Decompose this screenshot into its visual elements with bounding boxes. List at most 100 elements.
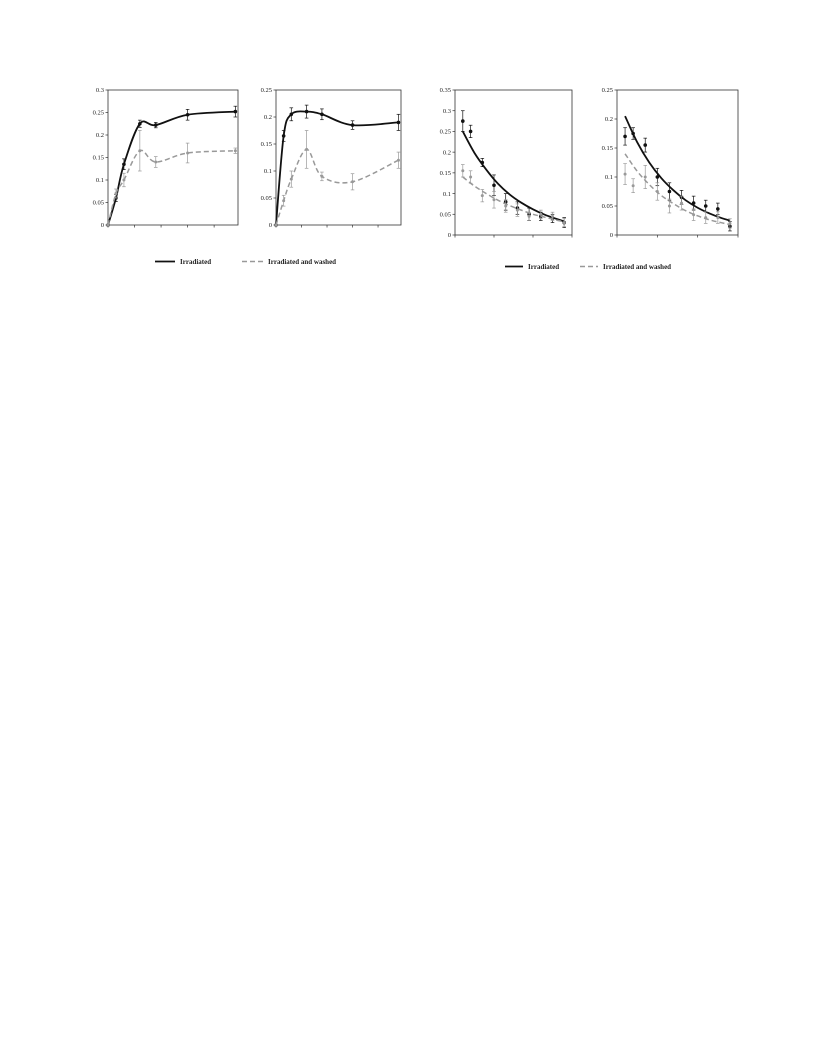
chart-4: 0 0.05 0.1 0.15 0.2 0.25 (602, 87, 739, 239)
legend-label-irradiated-and-washed: Irradiated and washed (268, 258, 336, 266)
y-tick-label: 0 (101, 222, 104, 229)
data-point (320, 174, 324, 178)
data-point (138, 149, 142, 153)
y-tick-label: 0.25 (602, 87, 613, 94)
data-point (492, 183, 496, 188)
y-tick-label: 0.15 (93, 155, 104, 162)
y-tick-label: 0 (269, 222, 272, 229)
y-tick-label: 0.3 (96, 87, 104, 94)
data-point (350, 123, 355, 127)
data-point (396, 158, 400, 162)
figure: 0 0.05 0.1 0.15 0.2 0.25 0.3 0 0.05 0.1 0.15 0.2 0.2… (0, 0, 816, 300)
data-point (480, 194, 484, 198)
y-tick-label: 0.25 (440, 129, 451, 136)
data-point (469, 175, 473, 179)
data-point (153, 123, 158, 127)
series-irradiated (106, 105, 238, 227)
data-point (492, 198, 496, 202)
y-tick-label: 0.35 (440, 87, 451, 94)
plot-frame (616, 89, 739, 236)
chart-3: 0 0.05 0.1 0.15 0.2 0.25 0.3 0.35 (440, 87, 573, 239)
data-point (515, 208, 519, 212)
y-tick-label: 0.2 (96, 132, 104, 139)
series-line (624, 153, 731, 226)
data-point (122, 162, 126, 167)
data-point (114, 192, 118, 195)
y-tick-label: 0.25 (261, 87, 272, 94)
data-point (282, 199, 286, 203)
data-point (154, 160, 158, 164)
y-tick-label: 0.15 (440, 170, 451, 177)
series-irradiated (461, 110, 566, 228)
y-tick-label: 0 (610, 232, 613, 239)
data-point (281, 134, 286, 138)
y-tick-label: 0.1 (264, 168, 272, 175)
y-tick-label: 0.2 (443, 149, 451, 156)
data-point (468, 129, 473, 134)
data-point (716, 207, 720, 211)
data-point (623, 134, 627, 139)
legend-right: Irradiated Irradiated and washed (505, 263, 671, 271)
data-point (655, 190, 659, 193)
series-line (624, 115, 731, 222)
plot-frame (275, 89, 402, 226)
data-point (461, 119, 465, 123)
series-irradiated-and-washed (274, 130, 401, 227)
data-point (728, 221, 732, 225)
data-point (320, 112, 324, 117)
y-tick-label: 0.05 (602, 203, 613, 210)
y-tick-label: 0.05 (440, 211, 451, 218)
data-point (351, 180, 355, 184)
data-point (138, 121, 142, 126)
data-point (704, 216, 708, 220)
data-point (691, 201, 696, 205)
data-point (703, 204, 708, 208)
legend-label-irradiated: Irradiated (180, 258, 211, 266)
data-point (289, 112, 294, 117)
data-point (539, 212, 543, 216)
chart-1: 0 0.05 0.1 0.15 0.2 0.25 0.3 (93, 87, 239, 229)
data-point (233, 109, 238, 114)
data-point (122, 178, 126, 182)
series-irradiated-and-washed (623, 153, 732, 229)
data-point (631, 184, 635, 188)
series-irradiated (274, 104, 401, 227)
plot-frame (454, 89, 573, 236)
data-point (623, 172, 627, 176)
y-tick-label: 0.1 (443, 191, 451, 198)
figure-svg: 0 0.05 0.1 0.15 0.2 0.25 0.3 0 0.05 0.1 0.15 0.2 0.2… (93, 87, 739, 271)
series-irradiated-and-washed (461, 164, 566, 228)
series-line (275, 148, 399, 226)
data-point (504, 204, 508, 208)
data-point (305, 147, 309, 151)
data-point (643, 143, 648, 147)
data-point (186, 151, 190, 155)
data-point (461, 169, 465, 173)
data-point (527, 214, 531, 218)
data-point (233, 149, 237, 153)
data-point (480, 160, 485, 165)
charts-group: 0 0.05 0.1 0.15 0.2 0.25 0.3 0 0.05 0.1 0.15 0.2 0.2… (93, 87, 739, 239)
y-tick-label: 0.3 (443, 108, 451, 115)
data-point (643, 175, 647, 179)
y-tick-label: 0.1 (605, 174, 613, 181)
data-point (680, 201, 684, 205)
chart-2: 0 0.05 0.1 0.15 0.2 0.25 (261, 87, 402, 229)
y-tick-label: 0.25 (93, 110, 104, 117)
y-tick-label: 0.15 (261, 141, 272, 148)
data-point (106, 223, 110, 227)
y-tick-label: 0.2 (605, 116, 613, 123)
y-tick-label: 0 (448, 232, 451, 239)
y-tick-label: 0.05 (261, 195, 272, 202)
data-point (551, 214, 554, 218)
data-point (562, 221, 566, 225)
data-point (396, 120, 401, 125)
series-line (462, 131, 565, 223)
series-line (107, 149, 236, 226)
data-point (274, 223, 278, 227)
y-tick-label: 0.1 (96, 177, 104, 184)
data-point (631, 131, 635, 136)
data-point (185, 112, 190, 117)
series-line (107, 110, 236, 226)
legend-label-irradiated: Irradiated (528, 263, 559, 271)
